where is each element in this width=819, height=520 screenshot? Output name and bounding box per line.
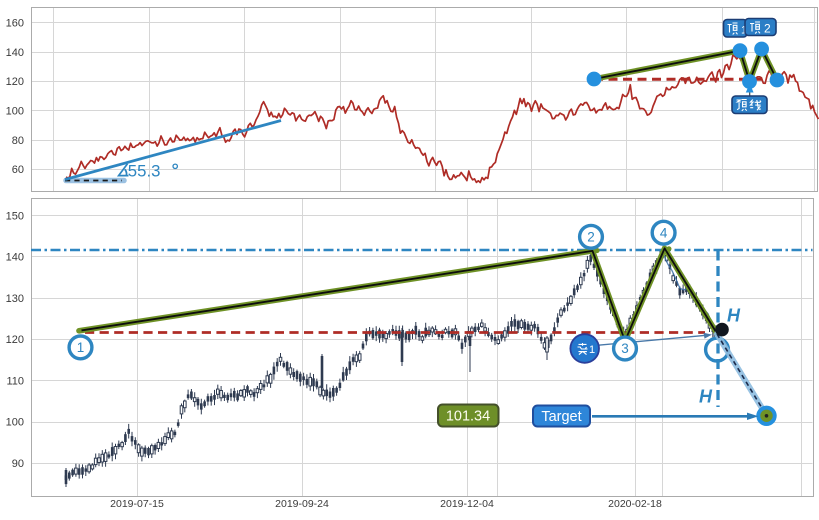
svg-text:100: 100	[6, 106, 24, 118]
svg-text:4: 4	[660, 225, 668, 240]
svg-text:2: 2	[587, 229, 595, 244]
svg-text:2019-07-15: 2019-07-15	[110, 498, 164, 510]
svg-text:101.34: 101.34	[446, 409, 490, 425]
svg-text:55.3: 55.3	[128, 161, 161, 180]
svg-text:80: 80	[12, 135, 24, 147]
svg-text:H: H	[727, 306, 741, 326]
svg-text:60: 60	[12, 164, 24, 176]
svg-text:90: 90	[12, 458, 24, 470]
svg-text:160: 160	[6, 18, 24, 30]
svg-text:110: 110	[6, 375, 24, 387]
svg-text:130: 130	[6, 293, 24, 305]
svg-text:2019-12-04: 2019-12-04	[440, 498, 494, 510]
svg-text:Target: Target	[541, 409, 581, 425]
svg-text:3: 3	[621, 341, 629, 356]
svg-text:120: 120	[6, 76, 24, 88]
svg-text:140: 140	[6, 252, 24, 264]
svg-text:150: 150	[6, 210, 24, 222]
svg-text:1: 1	[589, 344, 595, 356]
svg-text:120: 120	[6, 334, 24, 346]
svg-text:100: 100	[6, 417, 24, 429]
svg-text:1: 1	[77, 340, 85, 355]
svg-text:2: 2	[764, 22, 771, 36]
svg-text:2020-02-18: 2020-02-18	[608, 498, 662, 510]
svg-text:140: 140	[6, 47, 24, 59]
svg-text:2019-09-24: 2019-09-24	[275, 498, 329, 510]
svg-text:H: H	[699, 387, 713, 407]
svg-text:1: 1	[741, 25, 747, 37]
